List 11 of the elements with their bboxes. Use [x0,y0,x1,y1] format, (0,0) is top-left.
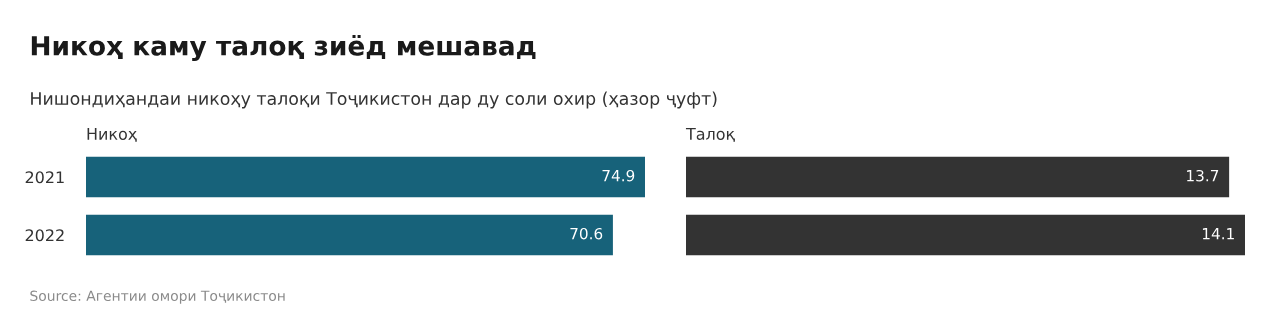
data-label: 13.7 [1187,169,1219,182]
x-axis-title: Никоҳ [87,128,137,142]
x-axis-title: Талоқ [685,128,735,142]
y-tick-label: 2022 [25,229,64,242]
data-label: 14.1 [1202,228,1234,240]
data-label: 70.6 [570,227,603,240]
chart-subtitle: Нишондиҳандаи никоҳу талоқи Тоҷикистон дар ду соли охир (ҳазор ҷуфт) [31,91,717,109]
y-tick-label: 2021 [25,171,64,184]
chart-title: Никоҳ каму талоқ зиёд мешавад [31,34,536,62]
data-label: 74.9 [602,169,635,182]
source-note: Source: Агентии омори Тоҷикистон [30,290,285,304]
